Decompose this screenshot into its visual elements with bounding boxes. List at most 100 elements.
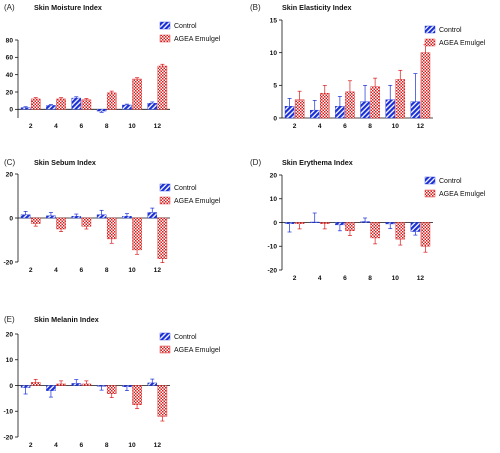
y-tick-label: 20 <box>6 171 14 178</box>
bar-control <box>96 385 107 387</box>
bar-control <box>46 385 56 391</box>
bar-agea <box>106 92 117 110</box>
x-tick-label: 12 <box>417 275 425 282</box>
bar-agea <box>294 222 305 224</box>
y-tick-label: 0 <box>9 107 13 114</box>
bar-agea <box>157 385 168 417</box>
y-tick-label: -20 <box>267 267 277 274</box>
y-tick-label: 0 <box>273 220 277 227</box>
x-tick-label: 2 <box>293 275 297 282</box>
chart-title-e: Skin Melanin Index <box>34 315 99 324</box>
bar-control <box>71 216 82 219</box>
legend-swatch-control <box>159 21 171 30</box>
legend-swatch-agea <box>159 34 171 43</box>
bar-agea <box>420 222 431 247</box>
bar-agea <box>30 382 41 386</box>
bar-agea <box>132 217 142 251</box>
bar-control <box>122 216 132 219</box>
x-tick-label: 4 <box>318 123 322 130</box>
bar-agea <box>395 79 406 119</box>
panel-a: (A) Skin Moisture Index 0 20 40 60 80 2 4 6 8 10 1… <box>4 3 221 130</box>
y-tick-label: 10 <box>270 196 278 203</box>
x-tick-label: 10 <box>128 267 136 274</box>
y-tick-label: -10 <box>267 244 277 251</box>
x-tick-label: 6 <box>79 442 83 449</box>
bar-agea <box>294 99 305 119</box>
legend-label-control: Control <box>174 185 197 192</box>
legend-label-agea: AGEA Emulgel <box>439 40 486 47</box>
y-tick-label: -20 <box>3 259 13 266</box>
bar-control <box>284 222 295 224</box>
panel-label-e: (E) <box>4 315 15 324</box>
bar-agea <box>56 383 66 386</box>
panel-label-b: (B) <box>250 3 261 12</box>
x-tick-label: 8 <box>105 442 109 449</box>
chart-title-a: Skin Moisture Index <box>34 3 102 12</box>
bar-control <box>385 222 395 225</box>
bar-control <box>309 221 320 223</box>
x-tick-label: 2 <box>29 442 33 449</box>
x-tick-label: 6 <box>79 267 83 274</box>
x-tick-label: 8 <box>105 267 109 274</box>
bar-agea <box>157 65 168 110</box>
panel-d: (D) Skin Erythema Index -20 -10 0 10 20 2 4 6 8 1… <box>250 158 486 282</box>
bar-agea <box>132 385 142 406</box>
bar-control <box>309 109 320 119</box>
bar-agea <box>132 78 142 110</box>
bar-agea <box>157 217 168 259</box>
bar-agea <box>345 91 355 119</box>
bar-agea <box>106 385 117 394</box>
y-tick-label: -20 <box>3 434 13 441</box>
bar-agea <box>30 217 41 224</box>
legend-swatch-agea <box>424 38 436 47</box>
y-tick-label: 15 <box>270 17 278 24</box>
x-tick-label: 4 <box>54 267 58 274</box>
panel-b: (B) Skin Elasticity Index 0 5 10 15 2 4 6 8 10 12… <box>250 3 486 130</box>
x-tick-label: 12 <box>417 123 425 130</box>
plot-area-c: -20 0 20 2 4 6 8 10 12 Control AGEA Emulgel <box>3 171 220 274</box>
legend-label-agea: AGEA Emulgel <box>174 347 221 354</box>
x-tick-label: 4 <box>54 442 58 449</box>
bar-agea <box>56 217 66 230</box>
y-tick-label: 20 <box>6 331 14 338</box>
x-tick-label: 12 <box>154 267 162 274</box>
panel-c: (C) Skin Sebum Index -20 0 20 2 4 6 8 10 12 Contr… <box>3 158 220 274</box>
bar-agea <box>106 217 117 240</box>
y-tick-label: 0 <box>273 115 277 122</box>
legend-label-agea: AGEA Emulgel <box>174 198 221 205</box>
bar-control <box>147 103 158 110</box>
bar-control <box>147 212 158 219</box>
bar-control <box>410 222 421 232</box>
bar-control <box>46 105 56 110</box>
bar-agea <box>420 52 431 119</box>
bar-agea <box>345 222 355 232</box>
bar-control <box>20 385 31 388</box>
x-tick-label: 12 <box>154 442 162 449</box>
y-tick-label: 60 <box>6 55 14 62</box>
bar-control <box>335 222 345 226</box>
bar-agea <box>56 98 66 110</box>
bar-control <box>360 221 370 223</box>
legend-swatch-agea <box>424 189 436 198</box>
legend-swatch-control <box>159 332 171 341</box>
plot-area-e: -20 -10 0 10 20 2 4 6 8 10 12 Control AGEA Emulgel <box>3 331 220 449</box>
x-tick-label: 6 <box>79 123 83 130</box>
bar-control <box>46 215 56 219</box>
y-tick-label: 20 <box>6 89 14 96</box>
bar-control <box>335 106 345 119</box>
bar-agea <box>81 99 92 110</box>
legend-label-control: Control <box>439 27 462 34</box>
bar-agea <box>81 217 92 227</box>
x-tick-label: 8 <box>368 123 372 130</box>
y-tick-label: -10 <box>3 409 13 416</box>
chart-title-d: Skin Erythema Index <box>282 158 353 167</box>
x-tick-label: 10 <box>128 123 136 130</box>
bar-control <box>122 385 132 387</box>
legend-label-control: Control <box>174 334 197 341</box>
bar-control <box>96 214 107 219</box>
bar-control <box>360 101 370 119</box>
bar-control <box>20 214 31 219</box>
y-tick-label: 40 <box>6 72 14 79</box>
panel-e: (E) Skin Melanin Index -20 -10 0 10 20 2 4 6 8 10… <box>3 315 220 449</box>
